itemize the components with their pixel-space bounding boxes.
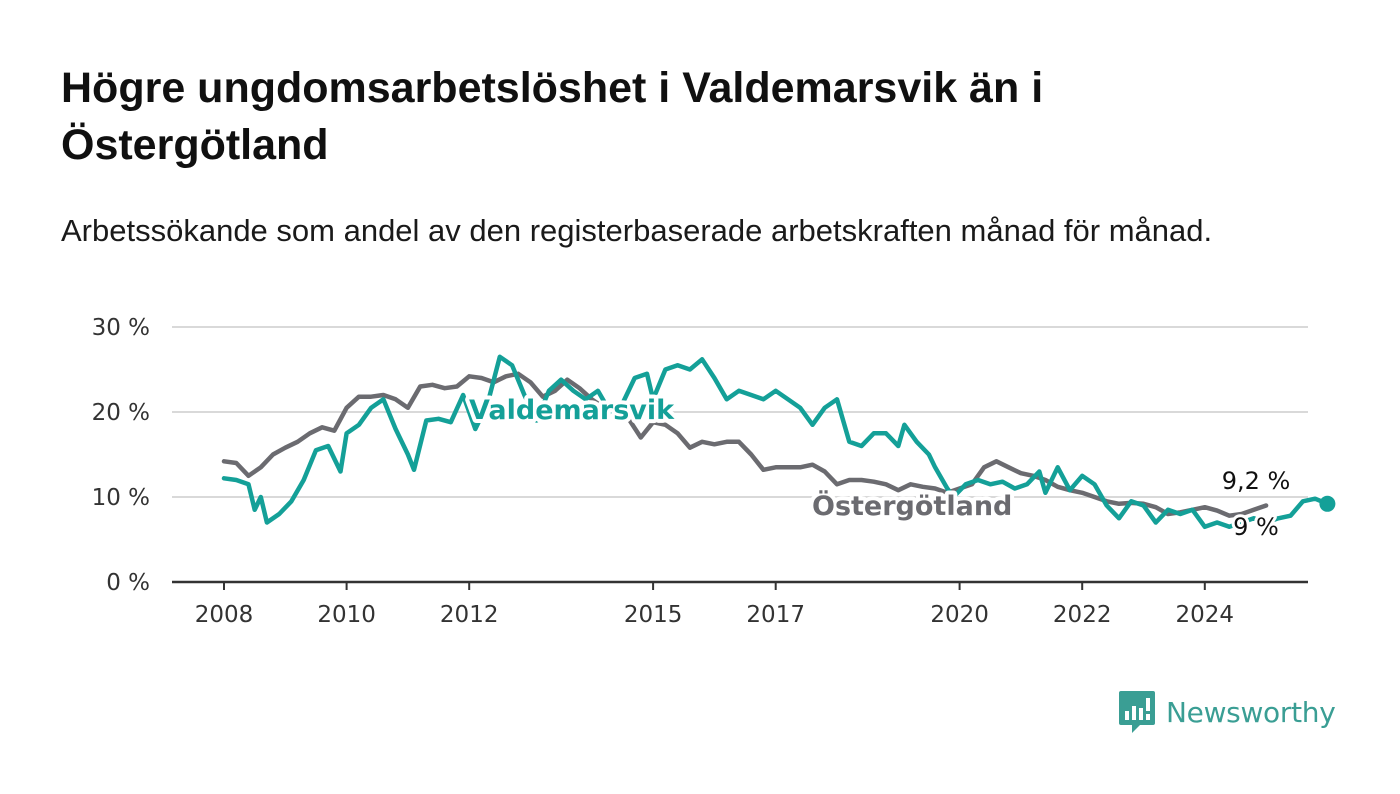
end-value-label: 9,2 % <box>1222 467 1291 495</box>
brand-name: Newsworthy <box>1166 695 1336 729</box>
x-tick-label: 2020 <box>930 602 989 628</box>
series-labels: ValdemarsvikValdemarsvikÖstergötlandÖste… <box>465 391 1293 544</box>
y-tick-label: 0 % <box>106 570 150 596</box>
series-label: Östergötland <box>812 489 1012 522</box>
grid-lines <box>172 326 1308 584</box>
series-line-0 <box>221 371 1269 518</box>
end-value-label: 9 % <box>1233 513 1279 541</box>
chart-title: Högre ungdomsarbetslöshet i Valdemarsvik… <box>61 64 1044 169</box>
x-tick-label: 2015 <box>624 602 683 628</box>
y-tick-label: 10 % <box>92 485 150 511</box>
end-label-halo: 9,2 % <box>1222 467 1291 495</box>
y-tick-label: 20 % <box>92 400 150 426</box>
series-line-1 <box>221 354 1330 530</box>
series-label-halo: Valdemarsvik <box>469 395 675 426</box>
series-end-point <box>1319 495 1336 512</box>
end-label-halo: 9 % <box>1233 513 1279 541</box>
series-label: Valdemarsvik <box>469 395 675 426</box>
x-axis: 2008 2010 2012 2015 2017 2020 2022 2024 <box>195 582 1234 628</box>
y-tick-label: 30 % <box>92 315 150 341</box>
x-tick-label: 2012 <box>440 602 499 628</box>
brand-logo[interactable]: Newsworthy <box>1118 689 1336 735</box>
y-axis: 0 % 10 % 20 % 30 % <box>92 315 150 596</box>
x-tick-label: 2024 <box>1176 602 1235 628</box>
x-tick-label: 2017 <box>746 602 805 628</box>
newsworthy-logo-icon <box>1119 691 1155 733</box>
series-lines <box>221 354 1336 530</box>
x-tick-label: 2008 <box>195 602 254 628</box>
x-tick-label: 2010 <box>317 602 376 628</box>
chart-subtitle: Arbetssökande som andel av den registerb… <box>61 213 1213 248</box>
x-tick-label: 2022 <box>1053 602 1112 628</box>
series-label-halo: Östergötland <box>812 489 1012 522</box>
